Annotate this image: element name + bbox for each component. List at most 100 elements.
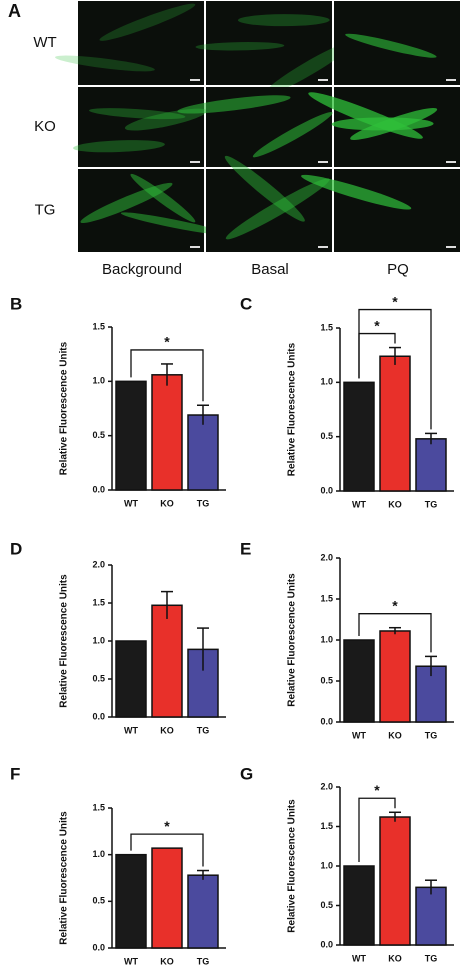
significance-bracket xyxy=(358,308,432,430)
y-tick-label: 2.0 xyxy=(92,559,105,569)
row-label: KO xyxy=(34,118,56,135)
micrograph xyxy=(206,169,332,252)
panel-label: D xyxy=(10,539,22,558)
x-tick-label: WT xyxy=(352,953,366,963)
y-axis-label: Relative Fluorescence Units xyxy=(59,341,70,475)
y-axis-label: Relative Fluorescence Units xyxy=(59,811,70,945)
worm xyxy=(195,42,285,51)
micrograph xyxy=(78,1,204,85)
y-tick-label: 1.5 xyxy=(320,322,333,332)
y-tick-label: 2.0 xyxy=(320,781,333,791)
x-tick-label: KO xyxy=(160,956,174,966)
y-axis-label: Relative Fluorescence Units xyxy=(59,574,70,708)
row-label: WT xyxy=(33,34,56,51)
worm xyxy=(345,33,437,58)
worm xyxy=(224,155,305,222)
bar xyxy=(343,381,375,492)
x-tick-label: TG xyxy=(425,499,438,509)
scale-bar xyxy=(318,79,328,81)
scale-bar xyxy=(446,161,456,163)
significance-label: * xyxy=(164,334,170,350)
y-tick-label: 1.0 xyxy=(92,849,105,859)
worm xyxy=(252,111,333,158)
x-tick-label: KO xyxy=(160,725,174,735)
y-tick-label: 0.5 xyxy=(320,431,333,441)
significance-bracket xyxy=(130,833,204,867)
y-axis-label: Relative Fluorescence Units xyxy=(287,342,298,476)
bar xyxy=(415,886,447,946)
y-axis-label: Relative Fluorescence Units xyxy=(287,799,298,933)
panel-label: F xyxy=(10,764,20,783)
x-tick-label: WT xyxy=(352,499,366,509)
panel-label: E xyxy=(240,539,251,558)
y-tick-label: 1.0 xyxy=(92,635,105,645)
worm xyxy=(124,108,208,131)
bar xyxy=(151,374,183,491)
y-tick-label: 1.5 xyxy=(92,597,105,607)
bar xyxy=(151,604,183,718)
x-tick-label: TG xyxy=(197,956,210,966)
worm xyxy=(225,178,330,240)
column-label: PQ xyxy=(387,261,409,278)
micrograph xyxy=(78,87,204,167)
bar xyxy=(379,355,411,492)
y-axis-label: Relative Fluorescence Units xyxy=(287,573,298,707)
bar xyxy=(343,639,375,723)
scale-bar xyxy=(446,79,456,81)
y-tick-label: 1.0 xyxy=(320,634,333,644)
column-label: Background xyxy=(102,261,182,278)
y-tick-label: 1.5 xyxy=(92,321,105,331)
significance-bracket xyxy=(358,797,396,862)
worm xyxy=(120,212,227,235)
y-tick-label: 0.0 xyxy=(92,484,105,494)
worm xyxy=(301,174,412,210)
significance-bracket xyxy=(130,349,204,402)
x-tick-label: KO xyxy=(388,730,402,740)
x-tick-label: TG xyxy=(197,725,210,735)
y-tick-label: 0.5 xyxy=(92,430,105,440)
significance-label: * xyxy=(374,782,380,798)
y-tick-label: 1.5 xyxy=(92,802,105,812)
x-tick-label: KO xyxy=(160,498,174,508)
y-tick-label: 0.5 xyxy=(92,896,105,906)
bar xyxy=(187,874,219,949)
y-tick-label: 0.0 xyxy=(320,939,333,949)
x-tick-label: KO xyxy=(388,953,402,963)
significance-label: * xyxy=(392,597,398,613)
y-tick-label: 1.0 xyxy=(92,376,105,386)
scale-bar xyxy=(190,246,200,248)
worm xyxy=(264,41,353,95)
x-tick-label: KO xyxy=(388,499,402,509)
micrograph xyxy=(206,1,332,85)
bar xyxy=(379,630,411,723)
worm xyxy=(89,108,186,120)
bar xyxy=(379,816,411,946)
worm xyxy=(177,95,291,114)
worm xyxy=(237,14,330,27)
y-tick-label: 1.5 xyxy=(320,821,333,831)
x-tick-label: WT xyxy=(124,498,138,508)
worm xyxy=(130,173,196,223)
scale-bar xyxy=(446,246,456,248)
bar xyxy=(115,380,147,491)
row-label: TG xyxy=(35,201,56,218)
y-tick-label: 0.5 xyxy=(320,675,333,685)
y-tick-label: 0.0 xyxy=(92,942,105,952)
y-tick-label: 1.5 xyxy=(320,593,333,603)
y-tick-label: 0.0 xyxy=(320,485,333,495)
panel-label: C xyxy=(240,294,252,313)
panel-label: G xyxy=(240,764,253,783)
y-tick-label: 1.0 xyxy=(320,377,333,387)
bar xyxy=(187,414,219,491)
worm xyxy=(99,3,196,41)
bar xyxy=(151,847,183,949)
significance-label: * xyxy=(164,818,170,834)
column-label: Basal xyxy=(251,261,289,278)
significance-bracket xyxy=(358,613,432,653)
panel-label: B xyxy=(10,294,22,313)
y-tick-label: 0.5 xyxy=(320,900,333,910)
bar xyxy=(115,640,147,718)
significance-label: * xyxy=(392,293,398,309)
